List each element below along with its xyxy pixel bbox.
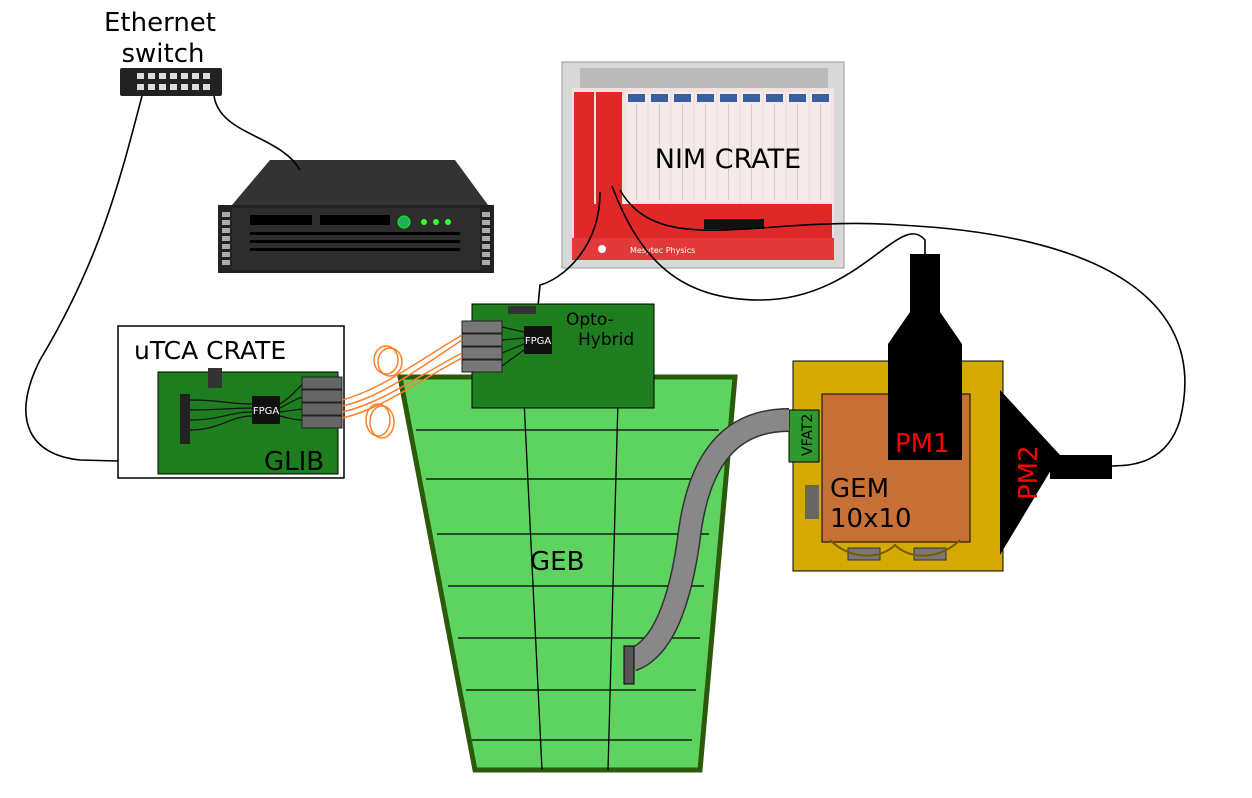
gem-label-line1: GEM bbox=[830, 474, 889, 504]
utca-crate: uTCA CRATE FPGA GLIB bbox=[117, 325, 345, 479]
pm1-photomultiplier: PM1 bbox=[888, 254, 962, 460]
nim-brand-label: Mesytec Physics bbox=[630, 246, 695, 255]
glib-fpga-label: FPGA bbox=[253, 406, 280, 417]
ribbon-cable bbox=[623, 408, 790, 685]
optical-fibers bbox=[341, 334, 463, 439]
ethernet-switch: Ethernet switch bbox=[104, 8, 222, 96]
ethernet-switch-icon bbox=[120, 68, 222, 96]
nim-crate-label: NIM CRATE bbox=[655, 144, 801, 175]
ethernet-label-line2: switch bbox=[121, 39, 204, 69]
opto-label-line2: Hybrid bbox=[578, 330, 634, 350]
ethernet-label-line1: Ethernet bbox=[104, 8, 216, 38]
connector-icon bbox=[301, 376, 343, 429]
utca-crate-label: uTCA CRATE bbox=[134, 336, 286, 365]
opto-hybrid: FPGA Opto- Hybrid bbox=[461, 303, 655, 409]
fpga-chip-icon: FPGA bbox=[524, 326, 552, 354]
gem-label-line2: 10x10 bbox=[830, 504, 912, 534]
gem-detector: VFAT2 GEM 10x10 PM1 PM2 bbox=[788, 254, 1112, 572]
fpga-chip-icon: FPGA bbox=[252, 396, 280, 424]
connector-icon bbox=[461, 320, 503, 373]
ethernet-cables bbox=[25, 95, 1186, 467]
opto-fpga-label: FPGA bbox=[525, 336, 552, 347]
vfat2-label: VFAT2 bbox=[800, 414, 816, 456]
nim-crate: Mesytec Physics NIM CRATE bbox=[561, 61, 845, 269]
pm1-label: PM1 bbox=[895, 429, 950, 459]
glib-label: GLIB bbox=[264, 447, 324, 477]
geb-label: GEB bbox=[530, 547, 584, 577]
pm2-label: PM2 bbox=[1014, 445, 1044, 500]
opto-label-line1: Opto- bbox=[566, 310, 614, 330]
server-icon bbox=[218, 160, 494, 273]
